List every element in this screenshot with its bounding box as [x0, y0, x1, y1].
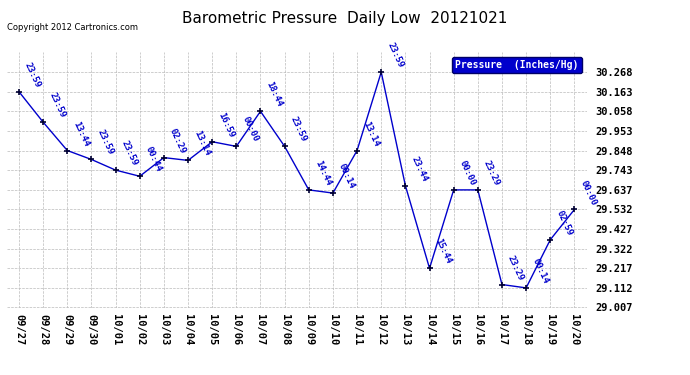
Text: 23:59: 23:59	[23, 61, 43, 89]
Text: 00:00: 00:00	[579, 178, 598, 207]
Text: 00:44: 00:44	[144, 146, 164, 174]
Text: Copyright 2012 Cartronics.com: Copyright 2012 Cartronics.com	[7, 22, 138, 32]
Text: 16:59: 16:59	[217, 111, 236, 139]
Text: Barometric Pressure  Daily Low  20121021: Barometric Pressure Daily Low 20121021	[182, 11, 508, 26]
Text: 23:29: 23:29	[482, 159, 502, 187]
Text: 23:29: 23:29	[506, 254, 526, 282]
Text: 23:59: 23:59	[48, 91, 67, 119]
Text: 15:44: 15:44	[434, 237, 453, 266]
Text: 23:44: 23:44	[410, 154, 429, 183]
Text: 23:59: 23:59	[96, 129, 115, 157]
Text: 00:14: 00:14	[531, 257, 550, 285]
Text: 00:14: 00:14	[337, 162, 357, 190]
Text: 02:59: 02:59	[555, 209, 574, 237]
Text: 18:44: 18:44	[265, 80, 284, 108]
Text: 13:14: 13:14	[193, 129, 212, 158]
Text: 00:00: 00:00	[241, 116, 260, 144]
Text: 23:59: 23:59	[289, 116, 308, 144]
Text: 23:59: 23:59	[386, 41, 405, 69]
Text: 14:44: 14:44	[313, 159, 333, 187]
Text: 23:59: 23:59	[120, 139, 139, 167]
Text: 13:14: 13:14	[362, 120, 381, 148]
Legend: Pressure  (Inches/Hg): Pressure (Inches/Hg)	[453, 57, 582, 73]
Text: 02:29: 02:29	[168, 127, 188, 155]
Text: 00:00: 00:00	[458, 159, 477, 187]
Text: 13:44: 13:44	[72, 120, 91, 148]
